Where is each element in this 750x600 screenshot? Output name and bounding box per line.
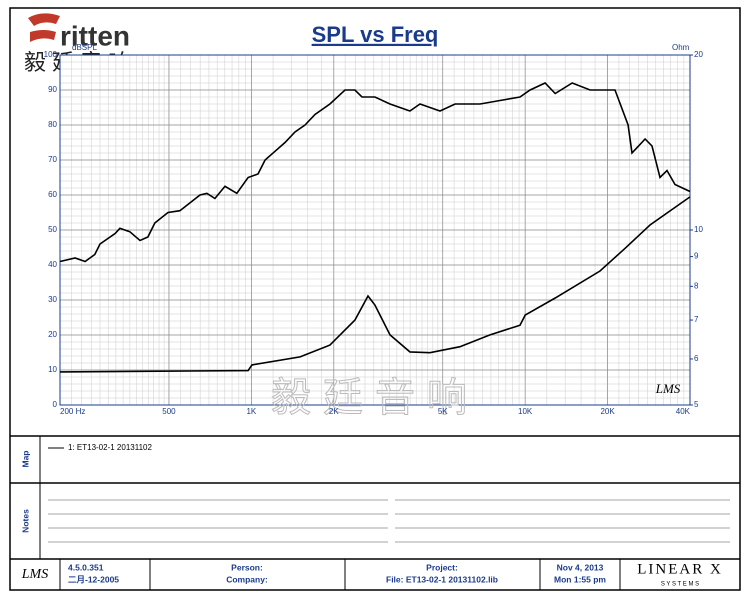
- x-tick-label: 2K: [329, 407, 339, 416]
- file: File: ET13-02-1 20131102.lib: [386, 574, 498, 584]
- x-tick-label: 1K: [246, 407, 256, 416]
- y2-tick-label: 8: [694, 281, 699, 290]
- plot: [59, 54, 693, 406]
- y-tick-label: 30: [48, 295, 57, 304]
- y-tick-label: 10: [48, 365, 57, 374]
- y2-tick-label: 7: [694, 315, 699, 324]
- y2-tick-label: 6: [694, 354, 699, 363]
- signature: LMS: [655, 381, 681, 396]
- notes-lines: [48, 499, 730, 543]
- logo: ritten: [60, 20, 130, 51]
- company: Company:: [226, 574, 268, 584]
- y-tick-label: 40: [48, 260, 57, 269]
- y2-axis-label: Ohm: [672, 43, 690, 52]
- x-tick-label: 500: [162, 407, 176, 416]
- x-tick-label: 200 Hz: [60, 407, 85, 416]
- legend-entry: 1: ET13-02-1 20131102: [68, 443, 152, 452]
- y-tick-label: 60: [48, 190, 57, 199]
- notes-label: Notes: [20, 509, 30, 533]
- date: Nov 4, 2013: [557, 562, 604, 572]
- y2-tick-label: 9: [694, 252, 699, 261]
- watermark: 毅廷音响: [271, 375, 479, 420]
- x-tick-label: 20K: [600, 407, 615, 416]
- brand: LINEAR X: [637, 561, 723, 577]
- y-tick-label: 70: [48, 155, 57, 164]
- y-axis-label: dBSPL: [72, 43, 97, 52]
- x-tick-label: 10K: [518, 407, 533, 416]
- plot-border: [59, 54, 691, 406]
- y-tick-label: 100: [44, 50, 58, 59]
- build-date: 二月-12-2005: [68, 574, 119, 584]
- x-tick-label: 5K: [438, 407, 448, 416]
- brand-sub: S Y S T E M S: [661, 582, 699, 588]
- y-tick-label: 0: [53, 400, 58, 409]
- project: Project:: [426, 562, 458, 572]
- y2-tick-label: 20: [694, 50, 703, 59]
- y2-tick-label: 10: [694, 225, 703, 234]
- time: Mon 1:55 pm: [554, 574, 606, 584]
- y-tick-label: 20: [48, 330, 57, 339]
- y-tick-label: 50: [48, 225, 57, 234]
- y-tick-label: 90: [48, 85, 57, 94]
- y-tick-label: 80: [48, 120, 57, 129]
- y2-tick-label: 5: [694, 400, 699, 409]
- footer-logo: LMS: [21, 567, 48, 582]
- footer-dividers: [59, 559, 621, 590]
- map-label: Map: [20, 451, 30, 468]
- x-tick-label: 40K: [676, 407, 691, 416]
- series-line: [59, 196, 691, 373]
- series-line: [59, 82, 691, 263]
- logo-mark: [28, 13, 60, 42]
- chart-title: SPL vs Freq: [312, 22, 439, 47]
- person: Person:: [231, 562, 263, 572]
- version: 4.5.0.351: [68, 562, 104, 572]
